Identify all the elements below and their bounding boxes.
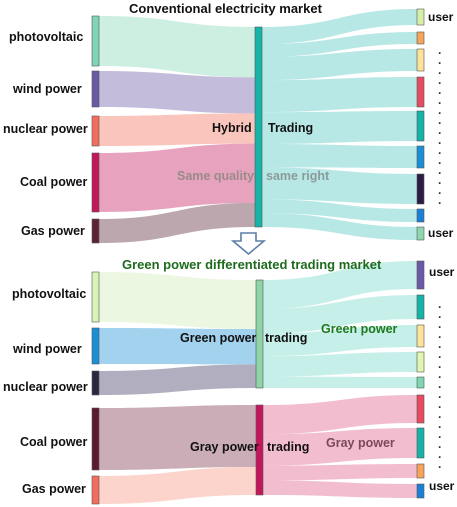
bottom-node-nuclear-power	[91, 370, 100, 396]
bottom-source-wind-power: wind power	[13, 342, 82, 356]
top-user-label-lower: user	[428, 226, 454, 240]
hub-label-same-quality: Same quality	[177, 169, 255, 183]
top-user-label-upper: user	[428, 10, 454, 24]
top-source-coal-power: Coal power	[20, 175, 88, 189]
top-out-flow-6	[262, 167, 417, 204]
hub-label-same-right: same right	[266, 169, 330, 183]
top-out-flow-7	[262, 199, 417, 222]
green-hub-node	[255, 279, 264, 389]
top-hub-node	[254, 26, 263, 228]
hub-label-trading: Trading	[268, 121, 314, 135]
green-out-flow-3	[263, 352, 417, 377]
top-user-node-1	[416, 31, 425, 45]
bottom-node-wind-power	[91, 327, 100, 365]
bottom-user-label-lower: user	[429, 479, 455, 493]
top-source-photovoltaic: photovoltaic	[9, 30, 84, 44]
bottom-source-coal-power: Coal power	[20, 435, 88, 449]
green-user-node-1	[416, 294, 425, 320]
top-out-flow-8	[262, 213, 417, 240]
gray-user-node-1	[416, 427, 425, 459]
bottom-flow-wind-power	[99, 328, 256, 365]
bottom-source-nuclear-power: nuclear power	[3, 380, 88, 394]
bottom-node-coal-power	[91, 407, 100, 471]
top-user-node-3	[416, 76, 425, 108]
green-user-node-2	[416, 324, 425, 348]
top-source-gas-power: Gas power	[21, 224, 85, 238]
top-user-node-6	[416, 173, 425, 205]
bottom-source-photovoltaic: photovoltaic	[12, 287, 87, 301]
top-flow-coal-power	[99, 143, 255, 212]
gray-out-flow-0	[263, 395, 417, 435]
top-flow-gas-power	[99, 202, 255, 243]
bottom-user-label-upper: user	[429, 265, 455, 279]
green-hub-label-right: trading	[265, 331, 308, 345]
hub-label-hybrid: Hybrid	[212, 121, 252, 135]
top-user-node-5	[416, 145, 425, 169]
top-out-flow-0	[262, 9, 417, 45]
top-user-node-0	[416, 8, 425, 26]
green-out-flow-2	[263, 325, 417, 357]
down-arrow-icon	[230, 232, 267, 256]
top-user-node-4	[416, 110, 425, 142]
gray-hub-label-left: Gray power	[190, 440, 259, 454]
gray-out-flow-1	[263, 428, 417, 466]
bottom-flow-photovoltaic	[99, 272, 256, 330]
green-user-node-3	[416, 351, 425, 373]
top-node-nuclear-power	[91, 115, 100, 147]
top-user-ellipsis: · · · · · · · · · · · · · · · ·	[438, 46, 442, 210]
gray-user-node-0	[416, 394, 425, 424]
top-node-photovoltaic	[91, 15, 100, 67]
gray-hub-label-right: trading	[267, 440, 310, 454]
top-source-nuclear-power: nuclear power	[3, 122, 88, 136]
top-user-node-8	[416, 226, 425, 241]
gray-out-flow-2	[263, 464, 417, 481]
top-out-flow-4	[262, 111, 417, 145]
top-out-flow-2	[262, 49, 417, 81]
top-user-node-2	[416, 48, 425, 72]
top-node-coal-power	[91, 152, 100, 213]
bottom-node-photovoltaic	[91, 271, 100, 323]
top-node-wind-power	[91, 70, 100, 108]
gray-user-node-2	[416, 463, 425, 479]
bottom-title: Green power differentiated trading marke…	[122, 257, 382, 272]
gray-power-output-label: Gray power	[326, 436, 395, 450]
top-title: Conventional electricity market	[129, 1, 322, 16]
top-out-flow-5	[262, 144, 417, 168]
top-flow-wind-power	[99, 71, 255, 114]
gray-user-node-3	[416, 483, 425, 499]
green-user-node-4	[416, 376, 425, 389]
green-out-flow-4	[263, 376, 417, 388]
bottom-source-gas-power: Gas power	[22, 482, 86, 496]
bottom-flow-coal-power	[99, 405, 256, 470]
top-node-gas-power	[91, 218, 100, 244]
green-user-node-0	[416, 260, 425, 290]
bottom-flow-nuclear-power	[99, 364, 256, 395]
bottom-flow-gas-power	[99, 467, 256, 504]
green-out-flow-1	[263, 295, 417, 334]
bottom-user-ellipsis: · · · · · · · · · · · · · · · · ·	[438, 300, 442, 474]
top-source-wind-power: wind power	[13, 82, 82, 96]
green-power-output-label: Green power	[321, 322, 398, 336]
top-user-node-7	[416, 208, 425, 223]
bottom-node-gas-power	[91, 475, 100, 505]
top-flow-photovoltaic	[99, 16, 255, 78]
top-flow-nuclear-power	[99, 113, 255, 146]
gray-hub-node	[255, 404, 264, 496]
top-out-flow-1	[262, 32, 417, 57]
green-out-flow-0	[263, 261, 417, 309]
gray-out-flow-3	[263, 480, 417, 498]
top-out-flow-3	[262, 77, 417, 113]
green-hub-label-left: Green power	[180, 331, 257, 345]
